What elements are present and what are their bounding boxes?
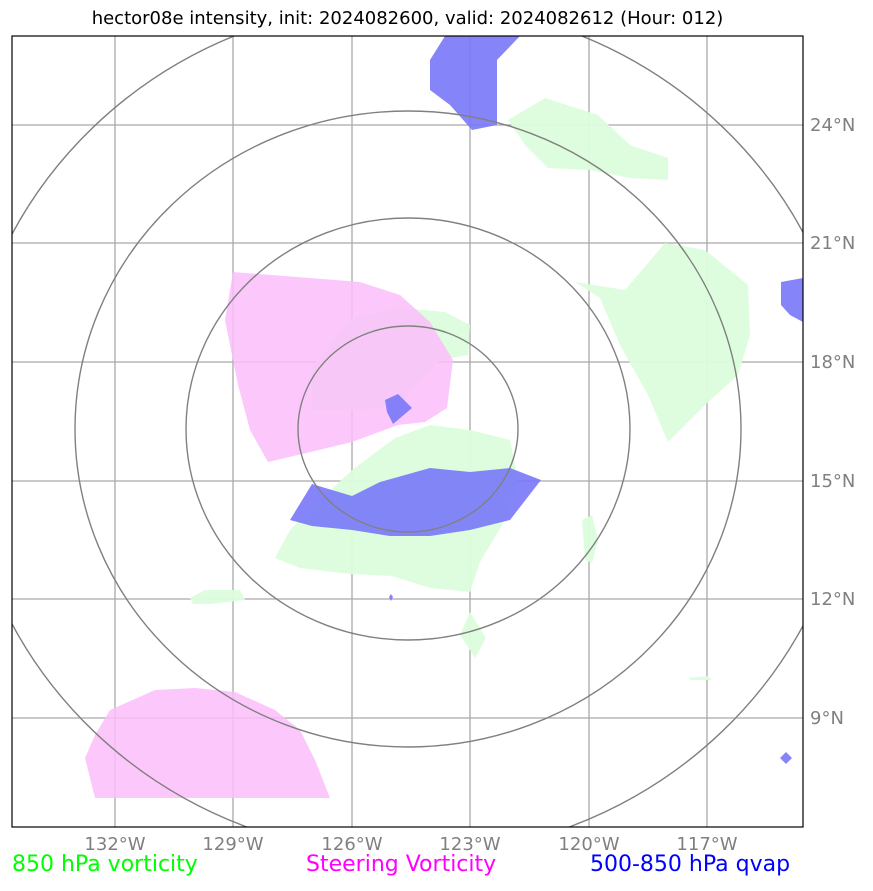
lat-label: 18°N [810,352,855,373]
legend-steering-vorticity: Steering Vorticity [306,852,497,877]
latitude-labels: 24°N 21°N 18°N 15°N 12°N 9°N [810,115,855,729]
lon-label: 129°W [202,834,263,855]
legend-850-vorticity: 850 hPa vorticity [12,852,198,877]
lon-label: 123°W [439,834,500,855]
map-title: hector08e intensity, init: 2024082600, v… [91,8,724,29]
distance-rings [12,36,803,827]
lon-label: 120°W [558,834,619,855]
lat-label: 15°N [810,471,855,492]
qvap-field [290,36,803,764]
lon-label: 117°W [676,834,737,855]
lon-label: 132°W [84,834,145,855]
lat-label: 24°N [810,115,855,136]
lon-label: 126°W [321,834,382,855]
lat-label: 9°N [810,708,844,729]
longitude-labels: 132°W 129°W 126°W 123°W 120°W 117°W [84,834,737,855]
lat-label: 12°N [810,589,855,610]
map-frame [11,35,804,828]
legend-qvap: 500-850 hPa qvap [590,852,791,877]
lat-label: 21°N [810,233,855,254]
